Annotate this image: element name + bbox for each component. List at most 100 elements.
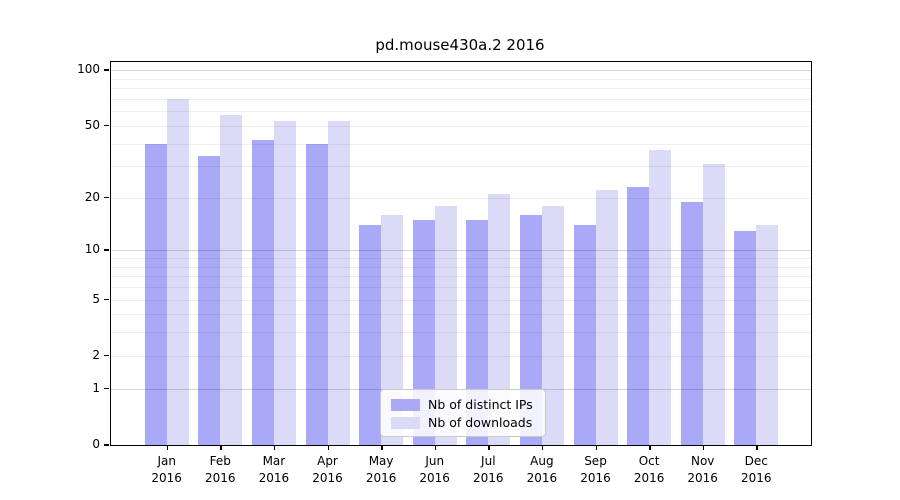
gridline-y-9 [111, 258, 811, 259]
x-tick-mark-oct [649, 445, 651, 450]
x-tick-mark-apr [327, 445, 329, 450]
bar-jul-downloads [488, 194, 511, 445]
bar-oct-distinct-ips [627, 186, 650, 445]
x-tick-month-sep: Sep [584, 454, 607, 468]
y-tick-mark-1 [104, 387, 109, 390]
y-tick-mark-2 [104, 354, 109, 357]
y-tick-mark-0 [104, 444, 109, 446]
x-tick-label-nov: Nov 2016 [673, 453, 733, 487]
legend-swatch-distinct-ips [391, 398, 420, 411]
y-tick-label-50: 50 [84, 117, 100, 132]
y-tick-label-0: 0 [92, 437, 100, 451]
x-tick-mark-dec [756, 445, 758, 450]
x-tick-month-aug: Aug [530, 454, 554, 468]
bar-oct-downloads [649, 149, 672, 445]
legend-swatch-downloads [391, 416, 420, 429]
x-tick-month-oct: Oct [638, 454, 660, 468]
x-tick-year-oct: 2016 [633, 471, 665, 485]
bar-sep-downloads [595, 190, 618, 445]
bar-jan-downloads [166, 98, 189, 445]
gridline-y-6 [111, 287, 811, 288]
gridline-y-80 [111, 88, 811, 90]
x-tick-label-aug: Aug 2016 [512, 453, 572, 487]
x-tick-month-jul: Jul [481, 454, 496, 468]
gridline-y-2 [111, 355, 811, 357]
x-tick-mark-jan [166, 445, 169, 450]
y-tick-mark-20 [104, 196, 109, 199]
y-tick-mark-5 [104, 298, 109, 300]
x-tick-month-jan: Jan [157, 454, 176, 468]
x-tick-year-aug: 2016 [526, 471, 558, 485]
bar-dec-distinct-ips [734, 230, 757, 445]
bar-nov-downloads [702, 163, 725, 445]
legend-label-distinct-ips: Nb of distinct IPs [428, 397, 533, 412]
y-tick-mark-10 [104, 249, 109, 251]
x-tick-mark-mar [273, 445, 276, 450]
y-tick-label-10: 10 [84, 242, 100, 257]
x-tick-year-sep: 2016 [580, 471, 611, 485]
gridline-y-100 [111, 70, 811, 72]
x-tick-month-mar: Mar [262, 454, 286, 468]
bar-aug-distinct-ips [519, 214, 542, 445]
x-tick-year-may: 2016 [365, 471, 397, 485]
gridline-y-7 [111, 276, 811, 278]
bar-jul-distinct-ips [466, 219, 489, 445]
x-tick-label-sep: Sep 2016 [566, 453, 626, 487]
x-tick-month-nov: Nov [690, 454, 715, 468]
y-tick-label-100: 100 [77, 62, 100, 77]
x-tick-month-dec: Dec [744, 454, 768, 468]
x-tick-year-mar: 2016 [258, 471, 290, 485]
x-tick-mark-may [381, 445, 383, 450]
x-tick-label-jun: Jun 2016 [405, 453, 465, 487]
x-tick-label-feb: Feb 2016 [190, 453, 250, 487]
x-tick-label-mar: Mar 2016 [244, 453, 304, 487]
x-tick-label-apr: Apr 2016 [298, 453, 358, 487]
x-tick-month-apr: Apr [317, 454, 338, 468]
x-tick-year-jul: 2016 [473, 471, 504, 485]
bar-feb-downloads [220, 115, 243, 445]
bar-jun-distinct-ips [412, 219, 435, 445]
bar-feb-distinct-ips [198, 156, 221, 445]
x-tick-label-dec: Dec 2016 [726, 453, 786, 487]
x-tick-label-oct: Oct 2016 [619, 453, 679, 487]
gridline-y-60 [111, 111, 811, 113]
legend-label-downloads: Nb of downloads [428, 415, 533, 430]
x-tick-year-jun: 2016 [419, 471, 450, 485]
gridline-y-50 [111, 125, 811, 127]
bar-jun-downloads [434, 205, 457, 445]
gridline-y-20 [111, 197, 811, 199]
x-tick-month-feb: Feb [209, 454, 231, 468]
bar-jan-distinct-ips [144, 143, 167, 445]
x-tick-mark-jun [434, 445, 437, 450]
y-tick-label-20: 20 [84, 189, 100, 204]
plot-area: Nb of distinct IPs Nb of downloads [110, 61, 812, 446]
y-tick-mark-50 [104, 124, 109, 127]
gridline-y-3 [111, 332, 811, 334]
gridline-y-70 [111, 98, 811, 100]
x-tick-mark-jul [488, 445, 490, 450]
bar-aug-downloads [541, 205, 564, 445]
bar-mar-downloads [273, 121, 296, 445]
x-tick-year-feb: 2016 [205, 471, 236, 485]
gridline-y-10 [111, 250, 811, 252]
chart-title: pd.mouse430a.2 2016 [375, 36, 545, 54]
bar-apr-distinct-ips [305, 143, 328, 445]
gridline-y-4 [111, 314, 811, 316]
legend: Nb of distinct IPs Nb of downloads [380, 389, 546, 437]
x-tick-year-apr: 2016 [312, 471, 343, 485]
bar-mar-distinct-ips [251, 139, 274, 445]
legend-item-distinct-ips: Nb of distinct IPs [391, 397, 533, 412]
x-tick-mark-feb [220, 445, 222, 450]
gridline-y-30 [111, 166, 811, 168]
bar-sep-distinct-ips [573, 225, 596, 445]
x-tick-month-may: May [368, 454, 394, 468]
x-tick-label-jul: Jul 2016 [458, 453, 518, 487]
x-tick-label-may: May 2016 [351, 453, 411, 487]
bar-apr-downloads [327, 121, 350, 445]
gridline-y-5 [111, 299, 811, 301]
y-tick-label-5: 5 [92, 291, 100, 306]
x-tick-label-jan: Jan 2016 [137, 453, 197, 487]
bar-nov-distinct-ips [680, 201, 703, 445]
x-tick-year-jan: 2016 [151, 471, 182, 485]
